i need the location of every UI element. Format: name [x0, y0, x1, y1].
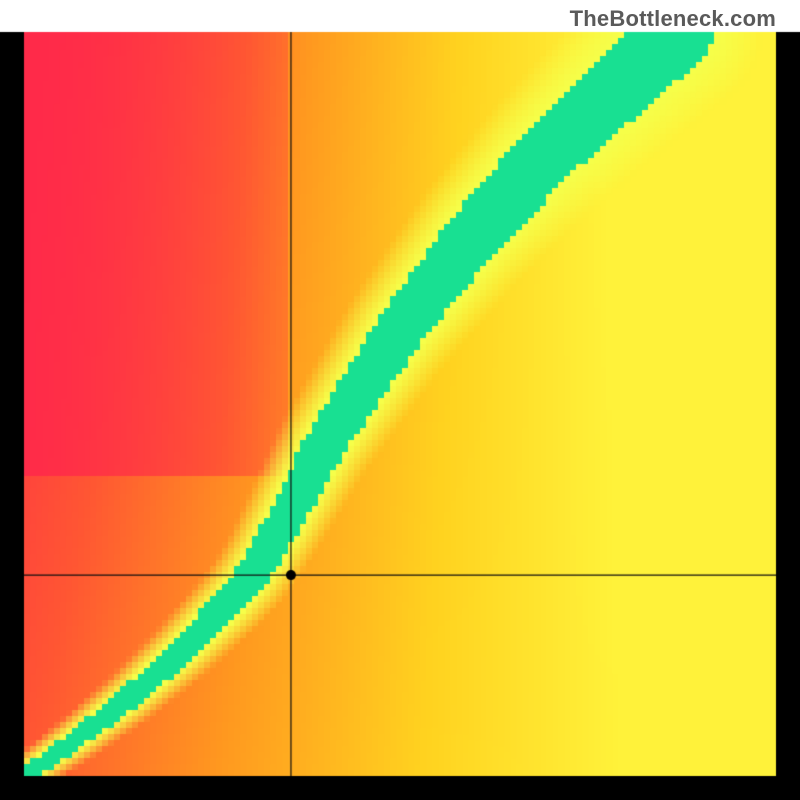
- bottleneck-heatmap-canvas: [0, 0, 800, 800]
- chart-container: TheBottleneck.com: [0, 0, 800, 800]
- watermark-text: TheBottleneck.com: [570, 6, 776, 32]
